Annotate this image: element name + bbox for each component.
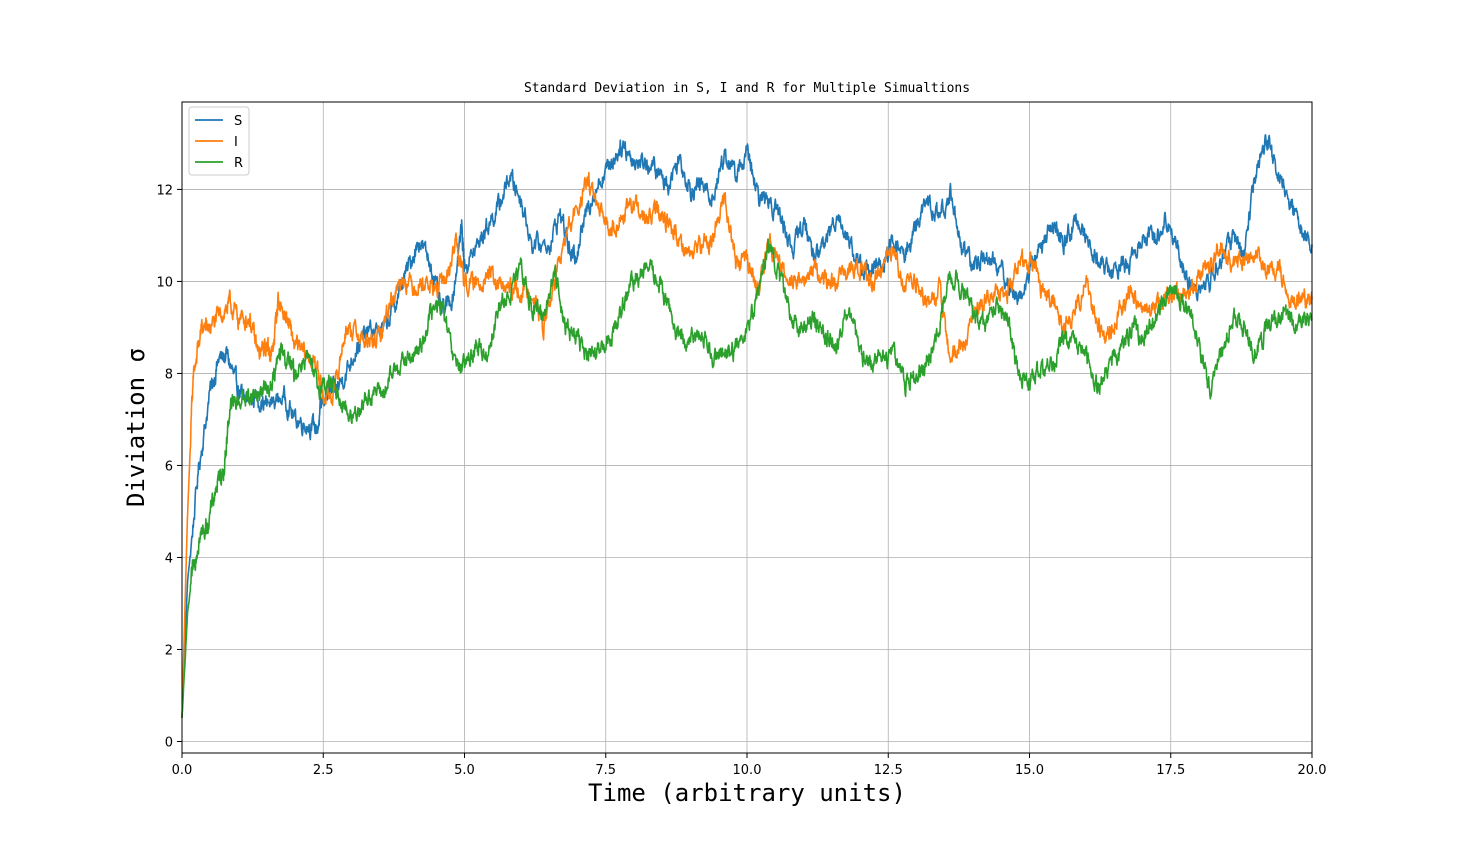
- x-tick-label: 17.5: [1156, 763, 1185, 778]
- y-axis-label: Diviation σ: [122, 348, 150, 507]
- x-tick-label: 10.0: [733, 763, 762, 778]
- y-tick-label: 4: [165, 551, 173, 566]
- x-tick-label: 7.5: [595, 763, 616, 778]
- x-tick-label: 2.5: [313, 763, 334, 778]
- x-tick-label: 15.0: [1015, 763, 1044, 778]
- y-tick-label: 6: [165, 459, 173, 474]
- axis-ticks: 0.0 2.5 5.0 7.5 10.0 12.5 15.0 17.5 20.0 0 2 4 6 8 10 1…: [156, 183, 1326, 778]
- x-axis-label: Time (arbitrary units): [588, 779, 906, 807]
- x-tick-label: 12.5: [874, 763, 903, 778]
- legend-label-i: I: [234, 135, 238, 150]
- x-tick-label: 0.0: [172, 763, 193, 778]
- series-line-s: [181, 134, 1313, 719]
- y-tick-label: 12: [156, 183, 173, 198]
- legend: SIR: [188, 106, 250, 176]
- series-line-r: [181, 238, 1313, 718]
- legend-label-s: S: [234, 114, 242, 129]
- y-tick-label: 0: [165, 735, 173, 750]
- series-line-i: [181, 171, 1313, 718]
- legend-label-r: R: [234, 156, 243, 171]
- x-tick-label: 5.0: [454, 763, 475, 778]
- x-tick-label: 20.0: [1298, 763, 1327, 778]
- grid: [181, 102, 1313, 753]
- y-tick-label: 2: [165, 643, 173, 658]
- y-tick-label: 10: [156, 275, 173, 290]
- series-lines: [181, 134, 1313, 719]
- y-tick-label: 8: [165, 367, 173, 382]
- chart-title: Standard Deviation in S, I and R for Mul…: [524, 81, 970, 96]
